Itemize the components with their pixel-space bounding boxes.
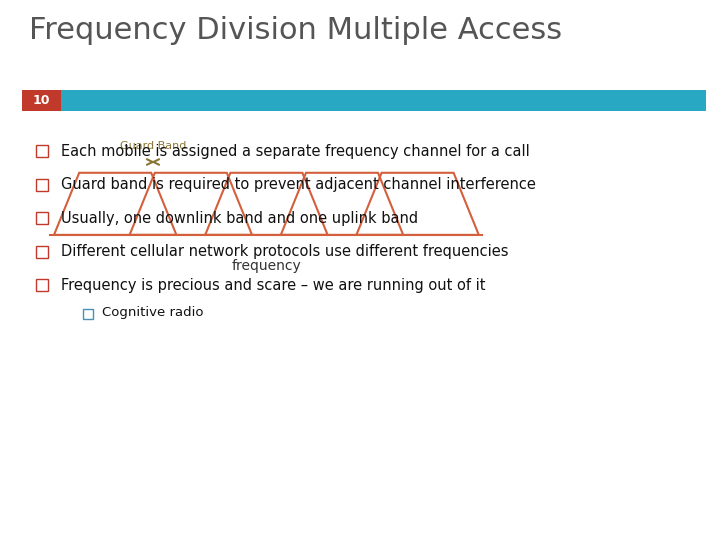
Bar (36, 246, 48, 258)
Bar (36, 212, 48, 224)
Text: Frequency is precious and scare – we are running out of it: Frequency is precious and scare – we are… (61, 278, 486, 293)
Bar (22, 90, 706, 111)
Text: Guard band is required to prevent adjacent channel interference: Guard band is required to prevent adjace… (61, 177, 536, 192)
Bar (36, 145, 48, 157)
Text: Different cellular network protocols use different frequencies: Different cellular network protocols use… (61, 244, 509, 259)
Bar (83, 309, 93, 319)
Bar (36, 179, 48, 191)
Text: Usually, one downlink band and one uplink band: Usually, one downlink band and one uplin… (61, 211, 418, 226)
Bar (36, 279, 48, 291)
Text: Each mobile is assigned a separate frequency channel for a call: Each mobile is assigned a separate frequ… (61, 144, 530, 159)
Text: Guard Band: Guard Band (120, 141, 186, 151)
Text: Cognitive radio: Cognitive radio (102, 306, 204, 319)
Text: frequency: frequency (232, 259, 301, 273)
Bar (22, 90, 61, 111)
Text: 10: 10 (32, 94, 50, 107)
Text: Frequency Division Multiple Access: Frequency Division Multiple Access (29, 16, 562, 45)
